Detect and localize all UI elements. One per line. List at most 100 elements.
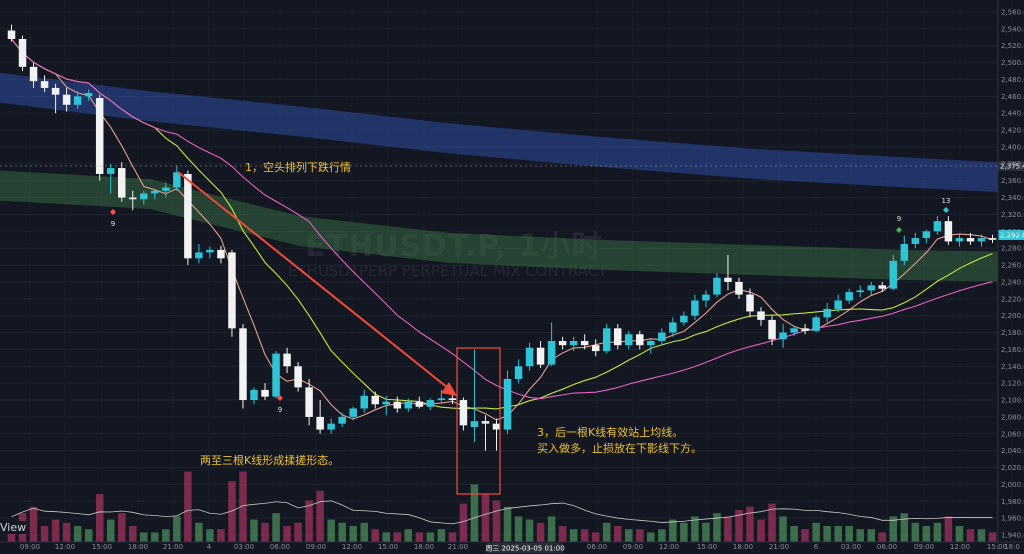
volume-bar — [338, 522, 346, 542]
candle-body — [305, 387, 313, 417]
candle-body — [250, 389, 258, 401]
candle-body — [40, 81, 49, 88]
candle-body — [349, 408, 357, 417]
volume-bar — [62, 522, 71, 542]
candle-body — [911, 238, 920, 244]
volume-bar — [845, 526, 853, 542]
volume-bar — [503, 506, 512, 542]
candle-body — [669, 322, 677, 333]
ma-band-blue — [0, 72, 998, 193]
x-tick-label: 21:00 — [448, 543, 468, 551]
y-tick-label: 2,420.00 — [1001, 127, 1024, 135]
candle-body — [613, 328, 622, 346]
candle-body — [261, 389, 269, 397]
candle-body — [151, 190, 159, 194]
volume-bar — [261, 522, 269, 542]
x-tick-label: 12:00 — [342, 543, 362, 551]
tradingview-logo[interactable]: View — [0, 521, 27, 534]
x-tick-label: 18:00 — [414, 543, 434, 551]
volume-bar — [580, 529, 589, 542]
watermark-symbol: ETHUSDT.P, 1小时 — [305, 221, 602, 265]
candle-body — [900, 243, 909, 261]
volume-bar — [889, 516, 898, 542]
y-tick-label: 2,360.00 — [1001, 177, 1024, 185]
candle-body — [404, 401, 413, 409]
y-tick-label: 2,120.00 — [1001, 380, 1024, 388]
candle-body — [713, 277, 721, 295]
volume-bar — [944, 516, 953, 542]
candle-body — [602, 328, 611, 352]
candle-body — [195, 252, 203, 259]
candle-body — [933, 221, 942, 232]
candle-body — [966, 238, 975, 242]
candle-body — [647, 340, 655, 346]
candle-body — [536, 347, 545, 365]
candle-body — [470, 421, 479, 428]
x-tick-label: 09:00 — [914, 543, 934, 551]
volume-bar — [151, 532, 159, 542]
candle-body — [746, 294, 754, 312]
x-tick-label: 18:00 — [128, 543, 148, 551]
volume-bar — [162, 529, 170, 542]
candle-body — [503, 378, 512, 430]
volume-bar — [404, 529, 413, 542]
volume-bar — [768, 503, 776, 542]
marker-diamond — [943, 207, 949, 213]
y-tick-label: 2,320.00 — [1001, 211, 1024, 219]
price-tag-box-2 — [998, 230, 1024, 240]
y-tick-label: 2,340.00 — [1001, 194, 1024, 202]
volume-bar — [823, 526, 831, 542]
x-cursor-box — [487, 543, 563, 553]
volume-bar — [669, 519, 677, 542]
overlay: 2,375.45 2,292.80 9 9 9 13 — [0, 161, 1024, 495]
y-tick-label: 2,240.00 — [1001, 278, 1024, 286]
volume-bar — [955, 526, 964, 542]
y-tick-label: 2,480.00 — [1001, 76, 1024, 84]
candle-body — [338, 416, 346, 424]
y-tick-label: 2,300.00 — [1001, 228, 1024, 236]
ma-band-green — [0, 170, 998, 282]
candle-body — [580, 340, 589, 346]
volume-bar — [129, 526, 137, 542]
volume-bar — [647, 532, 655, 542]
candle-body — [327, 423, 335, 430]
volume-bar — [250, 519, 258, 542]
volume-bar — [801, 529, 809, 542]
x-tick-label: 15:00 — [987, 543, 1007, 551]
volume-bar — [625, 529, 633, 542]
candle-body — [51, 87, 60, 95]
candle-body — [437, 398, 446, 401]
candle-body — [294, 366, 302, 388]
volume-bar — [558, 526, 567, 542]
candle-body — [140, 193, 148, 200]
ma-line-long — [11, 38, 993, 400]
candle-body — [448, 398, 457, 401]
x-tick-label: 03:00 — [841, 543, 861, 551]
candle-body — [680, 315, 688, 323]
y-tick-label: 2,040.00 — [1001, 447, 1024, 455]
volume-bars — [7, 471, 997, 542]
candle-body — [117, 168, 126, 198]
candle-body — [625, 334, 633, 346]
y-tick-label: 2,400.00 — [1001, 143, 1024, 151]
candles — [7, 24, 997, 451]
volume-bar — [702, 522, 710, 542]
candle-body — [84, 92, 93, 97]
candle-body — [845, 292, 853, 301]
volume-bar — [84, 529, 93, 542]
candle-body — [801, 328, 809, 331]
annotation-3-line1: 3，后一根K线有效站上均线。 — [537, 426, 684, 439]
volume-bar — [977, 529, 986, 542]
volume-bar — [492, 500, 501, 542]
volume-bar — [867, 529, 875, 542]
highlight-box — [456, 347, 501, 495]
volume-bar — [790, 526, 798, 542]
candle-body — [867, 285, 875, 291]
volume-bar — [933, 522, 942, 542]
candle-body — [757, 311, 765, 320]
volume-bar — [29, 506, 38, 542]
x-tick-label: 06:00 — [877, 543, 897, 551]
